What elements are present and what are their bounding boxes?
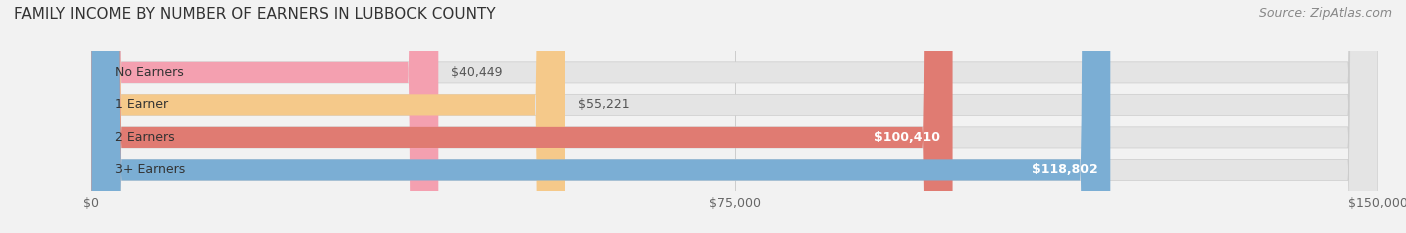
Text: 2 Earners: 2 Earners <box>115 131 174 144</box>
FancyBboxPatch shape <box>91 0 439 233</box>
FancyBboxPatch shape <box>91 0 953 233</box>
FancyBboxPatch shape <box>91 0 1378 233</box>
Text: $100,410: $100,410 <box>873 131 939 144</box>
FancyBboxPatch shape <box>91 0 1378 233</box>
FancyBboxPatch shape <box>91 0 565 233</box>
FancyBboxPatch shape <box>91 0 1111 233</box>
Text: 3+ Earners: 3+ Earners <box>115 163 186 176</box>
FancyBboxPatch shape <box>91 0 1378 233</box>
FancyBboxPatch shape <box>91 0 1378 233</box>
Text: $40,449: $40,449 <box>451 66 503 79</box>
Text: FAMILY INCOME BY NUMBER OF EARNERS IN LUBBOCK COUNTY: FAMILY INCOME BY NUMBER OF EARNERS IN LU… <box>14 7 496 22</box>
Text: $55,221: $55,221 <box>578 98 630 111</box>
Text: Source: ZipAtlas.com: Source: ZipAtlas.com <box>1258 7 1392 20</box>
Text: $118,802: $118,802 <box>1032 163 1098 176</box>
Text: No Earners: No Earners <box>115 66 184 79</box>
Text: 1 Earner: 1 Earner <box>115 98 169 111</box>
